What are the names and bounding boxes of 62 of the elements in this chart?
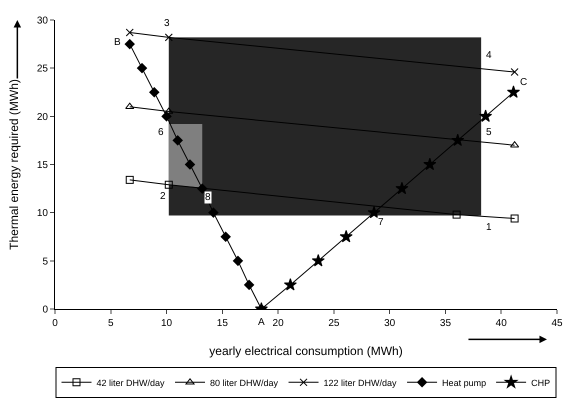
x-tick-label: 10: [160, 318, 173, 329]
point: [136, 63, 148, 74]
legend-label: 122 liter DHW/day: [324, 378, 398, 388]
legend-label: 42 liter DHW/day: [96, 378, 166, 388]
x-tick-label: 5: [108, 318, 114, 329]
point: [312, 254, 325, 266]
point: [479, 110, 492, 122]
point: [197, 184, 208, 194]
annotation: A: [258, 317, 265, 328]
point: [164, 180, 173, 189]
point: [510, 68, 519, 76]
annotation: 4: [486, 50, 492, 61]
point: [126, 28, 134, 37]
y-tick-label: 10: [36, 208, 48, 220]
point: [340, 230, 353, 242]
point: [284, 278, 297, 291]
annotation: 5: [486, 127, 492, 138]
y-tick-label: 25: [36, 64, 48, 75]
annotation: B: [114, 37, 121, 48]
x-tick-label: 35: [440, 318, 452, 329]
point: [172, 135, 183, 146]
x-axis-title: yearly electrical consumption (MWh): [209, 344, 403, 358]
point: [126, 176, 134, 184]
point: [510, 214, 519, 222]
annotation: 6: [158, 127, 164, 138]
y-tick-label: 20: [36, 112, 48, 123]
annotation: 8: [205, 192, 211, 203]
legend-label: Heat pump: [442, 378, 486, 388]
annotation: 3: [164, 18, 170, 29]
x-tick-label: 20: [272, 318, 284, 329]
annotation: C: [520, 77, 528, 88]
point: [244, 280, 254, 290]
y-tick-label: 0: [42, 304, 48, 316]
point: [232, 256, 243, 266]
y-tick-label: 15: [36, 160, 48, 171]
x-tick-label: 30: [384, 318, 396, 329]
x-tick-label: 15: [216, 318, 228, 329]
point: [184, 159, 196, 170]
x-tick-label: 25: [328, 318, 340, 329]
y-axis-title: Thermal energy required (MWh): [7, 79, 22, 250]
annotation: 2: [160, 191, 166, 202]
annotation: 1: [486, 222, 492, 233]
y-tick-label: 5: [42, 256, 48, 268]
point: [507, 85, 520, 98]
legend-label: CHP: [531, 378, 550, 388]
x-tick-label: 0: [52, 318, 58, 329]
point: [220, 232, 231, 242]
point: [452, 210, 461, 219]
annotation: 7: [378, 217, 384, 228]
point: [368, 206, 381, 218]
point: [451, 134, 464, 146]
point: [162, 111, 172, 122]
y-tick-label: 30: [36, 16, 48, 26]
point: [124, 39, 135, 50]
point: [164, 33, 173, 42]
x-tick-label: 40: [496, 318, 508, 329]
point: [149, 87, 160, 98]
point: [423, 158, 436, 170]
point: [208, 208, 218, 218]
legend-label: 80 liter DHW/day: [210, 378, 279, 388]
x-tick-label: 45: [551, 318, 563, 329]
point: [395, 182, 408, 194]
